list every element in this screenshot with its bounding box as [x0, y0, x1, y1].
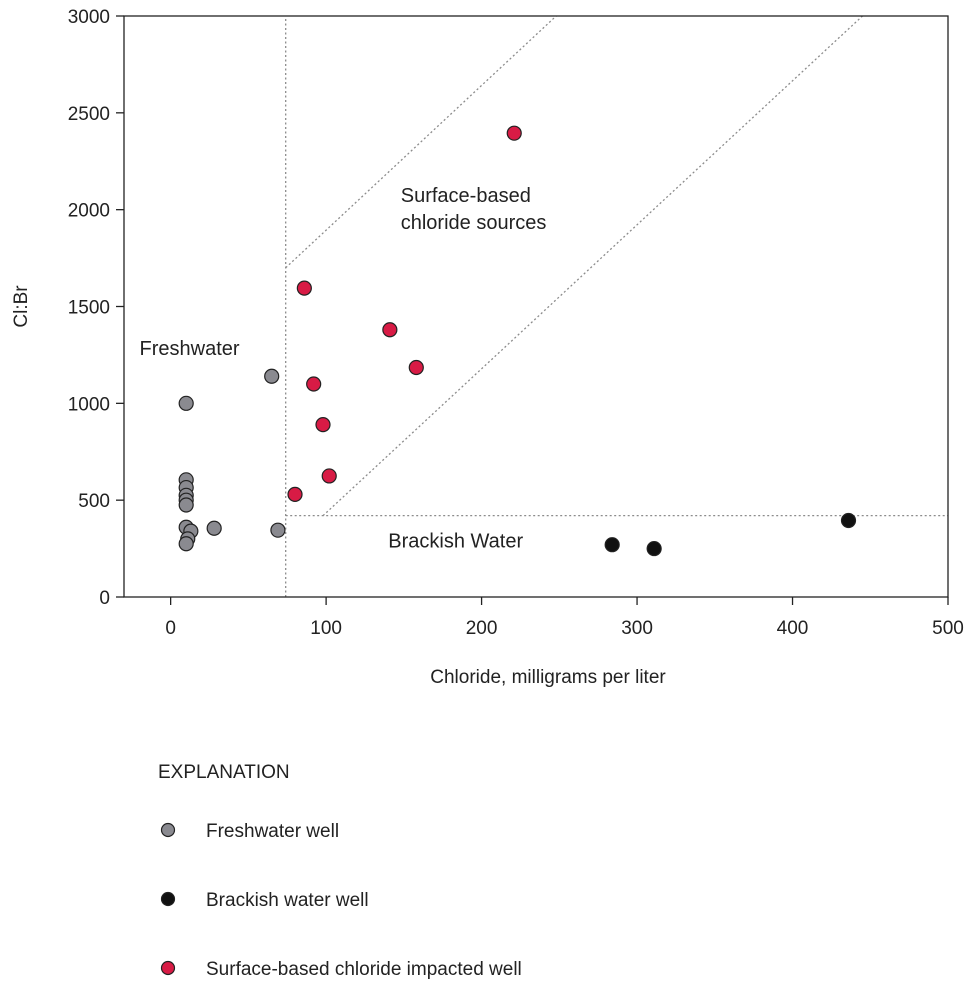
- region-annotation: Surface-based: [401, 185, 531, 207]
- data-point: [264, 368, 280, 384]
- surface-upper-bound-line: [285, 16, 557, 269]
- data-point: [840, 512, 857, 529]
- y-tick-label: 1000: [68, 394, 110, 415]
- plot-frame: [123, 15, 949, 598]
- data-point: [382, 322, 398, 338]
- data-point: [178, 536, 194, 552]
- region-lines: [285, 16, 948, 597]
- x-tick-label: 0: [165, 618, 176, 639]
- series-2: [287, 125, 522, 502]
- legend-entry-label: Brackish water well: [206, 890, 369, 911]
- x-axis-label: Chloride, milligrams per liter: [430, 667, 666, 688]
- series-0: [178, 368, 286, 552]
- y-tick-label: 2000: [68, 201, 110, 222]
- data-point: [270, 522, 286, 538]
- data-point: [178, 395, 194, 411]
- y-tick-label: 500: [78, 491, 110, 512]
- y-tick-label: 2500: [68, 104, 110, 125]
- data-point: [206, 520, 222, 536]
- data-point: [646, 540, 662, 557]
- region-annotation: chloride sources: [401, 212, 547, 234]
- x-tick-label: 400: [777, 618, 809, 639]
- y-tick-label: 0: [99, 588, 110, 609]
- legend-entry-label: Freshwater well: [206, 821, 339, 842]
- data-point: [287, 486, 303, 502]
- data-point: [178, 497, 194, 513]
- data-point: [315, 417, 331, 433]
- region-annotation: Freshwater: [140, 338, 240, 360]
- legend-marker: [160, 960, 176, 976]
- x-tick-label: 200: [466, 618, 498, 639]
- y-axis-label: Cl:Br: [11, 285, 32, 328]
- data-point: [506, 125, 522, 141]
- axes: 0 100 200 300 400 500 0 500 1000 1500 2000 2500 3000…: [11, 7, 964, 688]
- series-1: [604, 512, 857, 557]
- x-tick-label: 100: [310, 618, 342, 639]
- data-point: [321, 468, 337, 484]
- data-point: [296, 280, 312, 296]
- legend-marker: [160, 822, 176, 838]
- data-point: [604, 537, 620, 553]
- legend: EXPLANATION Freshwater well Brackish water…: [158, 762, 522, 980]
- data-points: [178, 125, 857, 557]
- data-point: [408, 359, 424, 376]
- x-tick-label: 300: [621, 618, 653, 639]
- legend-title: EXPLANATION: [158, 762, 290, 783]
- y-tick-label: 3000: [68, 7, 110, 28]
- legend-entry-label: Surface-based chloride impacted well: [206, 959, 522, 980]
- data-point: [306, 376, 322, 392]
- surface-lower-bound-line: [322, 16, 863, 517]
- region-annotations: Surface-based chloride sources Freshwater B…: [140, 185, 547, 553]
- x-tick-label: 500: [932, 618, 964, 639]
- legend-marker: [160, 891, 176, 907]
- y-tick-label: 1500: [68, 298, 110, 319]
- region-annotation: Brackish Water: [388, 531, 523, 553]
